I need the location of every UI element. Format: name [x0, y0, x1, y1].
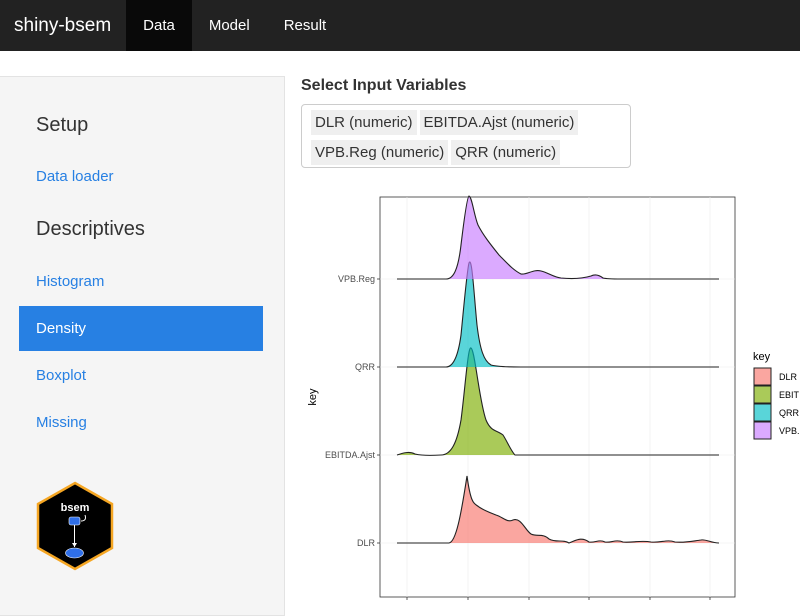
y-axis-title: key [307, 388, 319, 406]
logo-text: bsem [61, 502, 90, 514]
sidebar-item-data-loader[interactable]: Data loader [36, 168, 114, 185]
bsem-logo: bsem [36, 481, 114, 571]
legend-label: VPB. [779, 426, 800, 436]
tab-data[interactable]: Data [126, 0, 192, 51]
sidebar-item-missing[interactable]: Missing [36, 414, 87, 431]
y-tick-label: QRR [355, 362, 376, 372]
select-input-label: Select Input Variables [301, 77, 467, 94]
y-tick-label: DLR [357, 538, 376, 548]
legend-key-ebitda [753, 385, 772, 404]
legend-title: key [753, 351, 771, 363]
variable-multiselect[interactable]: DLR (numeric) EBITDA.Ajst (numeric) VPB.R… [301, 104, 631, 168]
legend-label: QRR [779, 408, 800, 418]
sidebar-item-density[interactable]: Density [19, 306, 263, 351]
y-tick-label: EBITDA.Ajst [325, 450, 376, 460]
tab-model[interactable]: Model [208, 17, 250, 34]
tab-result[interactable]: Result [283, 17, 327, 34]
selected-variable-chip[interactable]: VPB.Reg (numeric) [311, 140, 449, 165]
y-tick-label: VPB.Reg [338, 274, 375, 284]
legend-label: DLR [779, 372, 798, 382]
setup-heading: Setup [36, 114, 89, 136]
density-ridgeline-plot: VPB.Reg QRR EBITDA.Ajst DLR key key DLR … [307, 195, 800, 600]
legend-label: EBIT [779, 390, 800, 400]
legend-key-dlr [753, 367, 772, 386]
legend-key-vpbreg [753, 421, 772, 440]
selected-variable-chip[interactable]: DLR (numeric) [311, 110, 417, 135]
descriptives-heading: Descriptives [36, 218, 145, 240]
navbar: shiny-bsem Data Model Result [0, 0, 800, 51]
legend-key-qrr [753, 403, 772, 422]
density-ridge-dlr [397, 475, 720, 544]
sidebar-item-histogram[interactable]: Histogram [36, 273, 105, 290]
selected-variable-chip[interactable]: EBITDA.Ajst (numeric) [419, 110, 579, 135]
sidebar-item-boxplot[interactable]: Boxplot [36, 367, 87, 384]
brand-title[interactable]: shiny-bsem [14, 14, 112, 36]
plot-panel [379, 196, 736, 598]
selected-variable-chip[interactable]: QRR (numeric) [451, 140, 561, 165]
density-ridge-vpbreg [397, 195, 719, 280]
